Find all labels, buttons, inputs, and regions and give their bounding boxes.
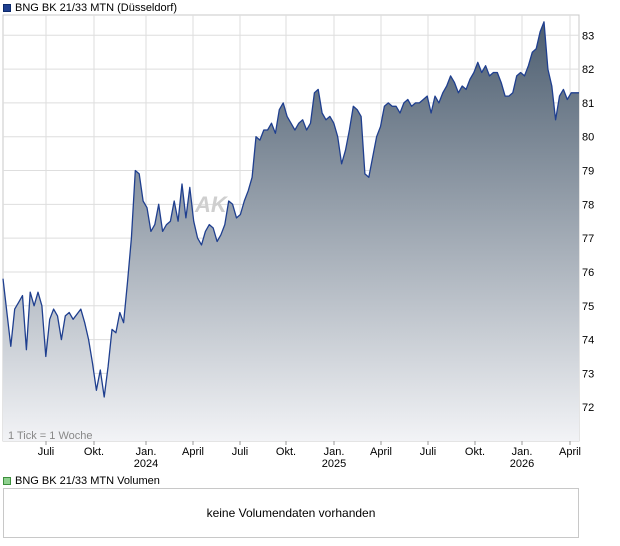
y-tick-label: 81 bbox=[582, 98, 594, 110]
x-tick-label: Jan. bbox=[324, 446, 345, 458]
y-tick-label: 82 bbox=[582, 64, 594, 76]
year-label: 2024 bbox=[134, 458, 158, 470]
price-chart: 72 73 74 75 76 77 78 79 80 81 82 83 AK 1 Tick = 1 Woc… bbox=[2, 14, 594, 470]
watermark: AK bbox=[194, 192, 229, 217]
volume-legend: BNG BK 21/33 MTN Volumen bbox=[3, 474, 160, 488]
volume-series-swatch-icon bbox=[3, 477, 11, 485]
x-tick-label: Jan. bbox=[512, 446, 533, 458]
year-label: 2025 bbox=[322, 458, 346, 470]
x-tick-label: Okt. bbox=[276, 446, 296, 458]
y-tick-label: 75 bbox=[582, 301, 594, 313]
x-tick-label: Okt. bbox=[84, 446, 104, 458]
volume-empty-message: keine Volumendaten vorhanden bbox=[206, 506, 376, 520]
x-tick-label: Juli bbox=[38, 446, 55, 458]
y-tick-label: 72 bbox=[582, 402, 594, 414]
x-tick-label: Juli bbox=[232, 446, 249, 458]
price-legend-label: BNG BK 21/33 MTN (Düsseldorf) bbox=[15, 2, 177, 14]
y-tick-label: 83 bbox=[582, 30, 594, 42]
tick-note: 1 Tick = 1 Woche bbox=[8, 430, 92, 442]
y-tick-label: 73 bbox=[582, 368, 594, 380]
y-tick-label: 76 bbox=[582, 267, 594, 279]
price-legend: BNG BK 21/33 MTN (Düsseldorf) bbox=[3, 1, 177, 15]
x-tick-label: April bbox=[182, 446, 204, 458]
y-tick-label: 74 bbox=[582, 335, 594, 347]
price-series-line bbox=[2, 21, 579, 398]
year-label: 2026 bbox=[510, 458, 534, 470]
y-tick-label: 79 bbox=[582, 166, 594, 178]
y-tick-label: 77 bbox=[582, 233, 594, 245]
x-tick-label: Jan. bbox=[136, 446, 157, 458]
y-tick-label: 80 bbox=[582, 132, 594, 144]
volume-panel: keine Volumendaten vorhanden bbox=[3, 488, 579, 538]
x-tick-label: Okt. bbox=[465, 446, 485, 458]
y-tick-label: 78 bbox=[582, 199, 594, 211]
x-tick-label: April bbox=[370, 446, 392, 458]
price-series-swatch-icon bbox=[3, 4, 11, 12]
x-tick-label: April bbox=[559, 446, 581, 458]
volume-legend-label: BNG BK 21/33 MTN Volumen bbox=[15, 475, 160, 487]
x-tick-label: Juli bbox=[420, 446, 437, 458]
price-area-fill bbox=[3, 21, 579, 442]
